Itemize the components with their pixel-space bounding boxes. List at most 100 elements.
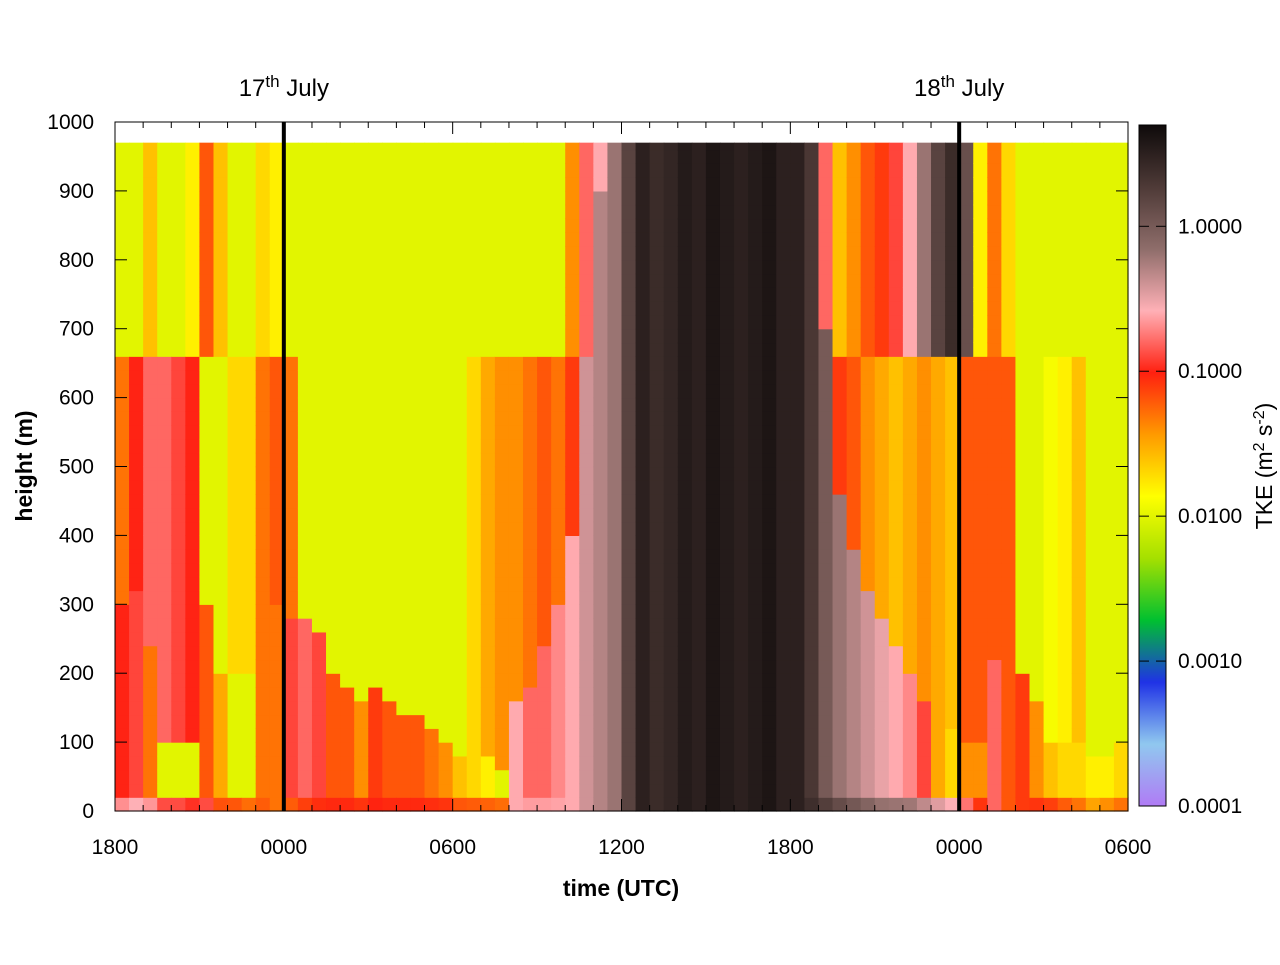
heatmap-cell	[691, 425, 707, 440]
heatmap-cell	[846, 769, 862, 785]
heatmap-cell	[902, 177, 918, 192]
heatmap-cell	[1015, 273, 1031, 288]
heatmap-cell	[480, 218, 496, 233]
heatmap-cell	[199, 549, 215, 564]
heatmap-cell	[987, 142, 1002, 151]
heatmap-cell	[649, 700, 665, 716]
heatmap-cell	[537, 411, 552, 426]
heatmap-cell	[931, 328, 946, 344]
heatmap-cell	[438, 452, 454, 468]
heatmap-cell	[1085, 645, 1101, 661]
heatmap-cell	[734, 328, 749, 344]
heatmap-cell	[874, 149, 890, 164]
heatmap-cell	[677, 383, 693, 399]
heatmap-cell	[1015, 142, 1031, 151]
heatmap-cell	[326, 783, 341, 798]
heatmap-cell	[480, 452, 496, 468]
heatmap-cell	[916, 797, 932, 812]
heatmap-cell	[452, 645, 468, 661]
heatmap-cell	[748, 342, 763, 357]
heatmap-cell	[846, 521, 862, 536]
heatmap-cell	[790, 590, 805, 605]
heatmap-cell	[1057, 659, 1073, 674]
heatmap-cell	[1029, 494, 1045, 509]
heatmap-cell	[931, 314, 946, 330]
heatmap-cell	[424, 728, 440, 743]
heatmap-cell	[185, 370, 201, 385]
heatmap-cell	[621, 604, 637, 619]
heatmap-cell	[705, 494, 721, 509]
heatmap-cell	[551, 783, 566, 798]
heatmap-cell	[340, 590, 355, 605]
heatmap-cell	[551, 232, 566, 247]
heatmap-cell	[368, 714, 383, 729]
heatmap-cell	[157, 494, 172, 509]
heatmap-cell	[326, 218, 341, 233]
heatmap-cell	[283, 562, 299, 578]
heatmap-cell	[579, 370, 594, 385]
heatmap-cell	[129, 411, 144, 426]
heatmap-cell	[888, 535, 904, 550]
heatmap-cell	[945, 494, 960, 509]
heatmap-cell	[790, 549, 805, 564]
heatmap-cell	[241, 411, 257, 426]
heatmap-cell	[480, 755, 496, 771]
heatmap-cell	[368, 769, 383, 785]
heatmap-cell	[199, 714, 215, 729]
heatmap-cell	[1085, 549, 1101, 564]
heatmap-cell	[269, 356, 285, 371]
heatmap-cell	[452, 742, 468, 757]
heatmap-cell	[663, 397, 679, 412]
heatmap-cell	[1099, 383, 1115, 399]
heatmap-cell	[157, 425, 172, 440]
heatmap-cell	[241, 370, 257, 385]
heatmap-cell	[565, 494, 580, 509]
heatmap-cell	[635, 604, 651, 619]
heatmap-cell	[494, 149, 510, 164]
heatmap-cell	[748, 438, 763, 454]
heatmap-cell	[340, 273, 355, 288]
heatmap-cell	[424, 797, 440, 812]
heatmap-cell	[1057, 480, 1073, 495]
heatmap-cell	[368, 190, 383, 206]
heatmap-cell	[551, 521, 566, 536]
heatmap-cell	[199, 604, 215, 619]
heatmap-cell	[508, 232, 524, 247]
heatmap-cell	[297, 142, 313, 151]
heatmap-cell	[663, 728, 679, 743]
heatmap-cell	[368, 521, 383, 536]
heatmap-cell	[480, 204, 496, 220]
heatmap-cell	[719, 755, 735, 771]
heatmap-cell	[945, 700, 960, 716]
heatmap-cell	[424, 142, 440, 151]
heatmap-cell	[832, 342, 848, 357]
heatmap-cell	[565, 645, 580, 661]
heatmap-cell	[734, 273, 749, 288]
heatmap-cell	[691, 301, 707, 316]
heatmap-cell	[818, 755, 834, 771]
heatmap-cell	[593, 204, 609, 220]
heatmap-cell	[157, 797, 172, 812]
y-tick-label: 900	[59, 180, 94, 203]
heatmap-cell	[466, 273, 482, 288]
heatmap-cell	[776, 494, 791, 509]
heatmap-cell	[283, 521, 299, 536]
heatmap-cell	[987, 411, 1002, 426]
heatmap-cell	[621, 425, 637, 440]
heatmap-cell	[466, 411, 482, 426]
heatmap-cell	[340, 287, 355, 302]
heatmap-cell	[734, 149, 749, 164]
heatmap-cell	[523, 507, 538, 523]
heatmap-cell	[326, 507, 341, 523]
heatmap-cell	[1085, 755, 1101, 771]
heatmap-cell	[396, 246, 412, 261]
heatmap-cell	[269, 149, 285, 164]
heatmap-cell	[340, 562, 355, 578]
heatmap-cell	[1113, 328, 1129, 344]
heatmap-cell	[607, 604, 623, 619]
heatmap-cell	[1057, 783, 1073, 798]
heatmap-cell	[523, 232, 538, 247]
heatmap-cell	[1029, 142, 1045, 151]
heatmap-cell	[255, 411, 271, 426]
heatmap-cell	[368, 645, 383, 661]
